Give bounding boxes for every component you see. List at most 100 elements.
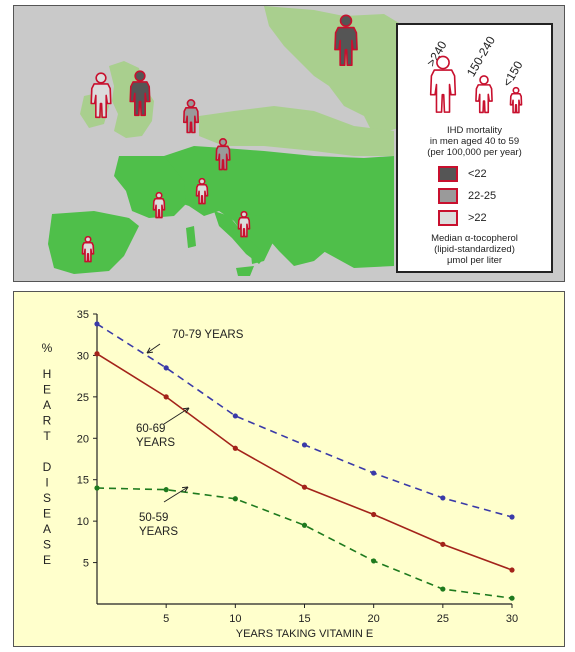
person-spain (81, 235, 95, 263)
data-point (163, 365, 169, 371)
sardinia-land (186, 226, 196, 248)
annotation-arrow (163, 486, 189, 503)
tocopherol-line-2: (lipid-standardized) (434, 244, 515, 255)
y-axis-letter: T (43, 429, 51, 443)
data-point (440, 541, 446, 547)
tocopherol-line-3: μmol per liter (446, 255, 503, 266)
person-germany (215, 138, 231, 171)
swatch-medium (438, 188, 458, 204)
x-axis-label: YEARS TAKING VITAMIN E (236, 628, 374, 640)
y-axis-letter: R (43, 414, 52, 428)
person-switzerland (195, 177, 209, 205)
y-axis-letter: A (43, 398, 51, 412)
person-italy (237, 210, 251, 238)
data-point (440, 586, 446, 592)
france-land (114, 156, 186, 218)
y-axis-letter: S (43, 538, 51, 552)
series-annotation-2: 60-69 (136, 423, 165, 435)
arrow-head (146, 347, 154, 354)
data-point (94, 321, 100, 327)
baltic-land (199, 106, 394, 156)
y-axis-percent: % (42, 341, 53, 355)
map-legend: >240 150-240 <150 IHD mortality in men a… (396, 23, 553, 273)
y-axis-letter: A (43, 522, 51, 536)
data-point (232, 445, 238, 451)
series-annotation-2: YEARS (136, 437, 175, 449)
balkans-land (254, 211, 334, 266)
data-point (232, 413, 238, 419)
data-point (371, 558, 377, 564)
tocopherol-line-1: Median α-tocopherol (431, 233, 518, 244)
y-tick-label: 35 (77, 309, 89, 321)
annotation-arrow (146, 343, 161, 354)
data-point (509, 514, 515, 520)
series-annotation-1: 70-79 YEARS (172, 329, 244, 341)
data-point (163, 487, 169, 493)
y-axis-letter: E (43, 553, 51, 567)
data-point (509, 567, 515, 573)
swatch-label-high: >22 (468, 212, 487, 224)
legend-figure-medium (475, 75, 493, 114)
population-figures (81, 14, 358, 263)
mortality-line-3: (per 100,000 per year) (427, 147, 522, 158)
person-denmark (182, 99, 200, 134)
x-tick-label: 5 (163, 613, 169, 625)
legend-figures (429, 55, 523, 114)
swatch-row-mid: 22-25 (438, 187, 496, 205)
data-point (163, 394, 169, 400)
data-point (440, 495, 446, 501)
data-point (301, 484, 308, 490)
iberia-land (48, 211, 139, 274)
y-axis-letter: E (43, 383, 51, 397)
y-axis-letter: E (43, 507, 51, 521)
data-point (232, 496, 238, 502)
swatch-label-mid: 22-25 (468, 190, 497, 202)
y-tick-label: 10 (77, 516, 89, 528)
person-scotland (129, 70, 151, 117)
data-point (94, 485, 100, 491)
y-axis-letter: H (43, 367, 52, 381)
y-tick-label: 25 (77, 392, 89, 404)
person-ireland (90, 72, 112, 119)
mortality-line-2: in men aged 40 to 59 (429, 136, 520, 147)
swatch-light (438, 210, 458, 226)
x-tick-label: 20 (368, 613, 380, 625)
legend-figure-large (429, 55, 457, 113)
series-line-3 (96, 487, 513, 599)
y-axis-letter: I (45, 476, 48, 490)
mortality-line-1: IHD mortality (447, 125, 502, 136)
y-tick-label: 20 (77, 433, 89, 445)
sicily-land (236, 266, 254, 276)
annotation-arrow (163, 407, 190, 425)
swatch-row-low: <22 (438, 165, 487, 183)
italy-land (214, 211, 266, 264)
data-point (94, 351, 100, 357)
series-annotation-3: YEARS (139, 526, 178, 538)
data-point (371, 511, 377, 518)
europe-map-panel: >240 150-240 <150 IHD mortality in men a… (13, 5, 565, 282)
heart-disease-chart: 5 10 15 20 25 30 35 5 10 15 20 25 30 YEARS TAKING VIT… (42, 309, 518, 640)
vitamin-e-chart-panel: 5 10 15 20 25 30 35 5 10 15 20 25 30 YEARS TAKING VIT… (13, 291, 565, 647)
series-annotation-3: 50-59 (139, 512, 168, 524)
arrow-head (181, 486, 189, 493)
swatch-row-high: >22 (438, 209, 487, 227)
data-point (371, 470, 377, 476)
continental-land (154, 146, 394, 268)
data-point (301, 442, 308, 448)
person-france (152, 191, 166, 219)
y-axis-letter: D (43, 460, 52, 474)
y-tick-label: 15 (77, 475, 89, 487)
x-tick-label: 30 (506, 613, 518, 625)
data-point (509, 595, 515, 601)
swatch-label-low: <22 (468, 168, 487, 180)
x-tick-label: 25 (437, 613, 449, 625)
y-axis-letter: S (43, 491, 51, 505)
x-tick-label: 10 (229, 613, 241, 625)
legend-figure-small (509, 86, 523, 114)
x-tick-label: 15 (298, 613, 310, 625)
scandinavia-land (264, 6, 404, 136)
y-tick-label: 30 (77, 350, 89, 362)
swatch-dark (438, 166, 458, 182)
y-tick-label: 5 (83, 558, 89, 570)
person-finland (334, 14, 358, 67)
